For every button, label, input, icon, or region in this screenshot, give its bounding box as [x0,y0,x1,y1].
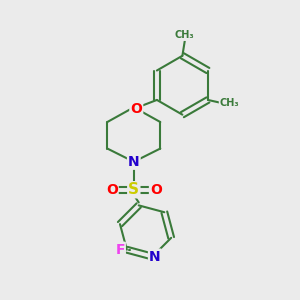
Text: O: O [130,102,142,116]
Text: F: F [115,243,125,257]
Text: CH₃: CH₃ [220,98,239,108]
Text: CH₃: CH₃ [175,30,195,40]
Text: O: O [106,183,118,197]
Text: S: S [128,182,139,197]
Text: O: O [150,183,162,197]
Text: N: N [149,250,160,264]
Text: N: N [128,155,140,169]
